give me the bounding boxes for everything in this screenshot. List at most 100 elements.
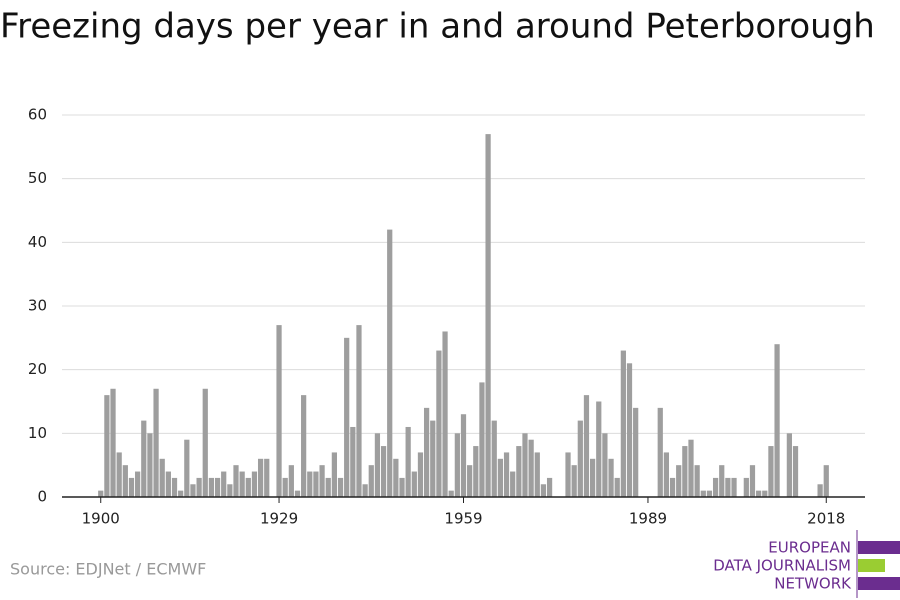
bar (122, 465, 128, 497)
bar (712, 477, 719, 497)
y-tick-label: 60 (28, 106, 47, 124)
bar (762, 490, 768, 497)
bar (688, 439, 694, 497)
bar (590, 458, 596, 497)
bar (663, 452, 670, 497)
bar (756, 490, 762, 497)
x-tick-label: 1929 (260, 510, 298, 528)
y-tick-label: 40 (28, 233, 47, 251)
bar (153, 388, 159, 497)
bar (522, 433, 528, 497)
bar (104, 395, 110, 497)
bar (405, 426, 411, 497)
bar (374, 433, 381, 497)
bar (768, 446, 774, 497)
bar (190, 484, 196, 497)
bar (786, 433, 792, 497)
bar (233, 465, 239, 497)
bar (774, 344, 780, 497)
bar (165, 471, 171, 497)
bar (98, 490, 104, 497)
bar (301, 395, 307, 497)
bar (516, 446, 522, 497)
bar (577, 420, 583, 497)
bar (368, 465, 374, 497)
bar (294, 490, 301, 497)
bar (147, 433, 153, 497)
y-tick-label: 0 (37, 488, 47, 506)
bar (387, 229, 393, 497)
bar (565, 452, 571, 497)
bar (669, 477, 676, 497)
bar (380, 446, 387, 497)
bar (313, 471, 319, 497)
bar (417, 452, 424, 497)
bar (528, 439, 534, 497)
bar (411, 471, 417, 497)
bar (602, 433, 608, 497)
bar (307, 471, 313, 497)
bar (534, 452, 540, 497)
bar (676, 465, 682, 497)
bar (682, 446, 688, 497)
bar (221, 471, 227, 497)
bar (497, 458, 504, 497)
bar (337, 477, 344, 497)
bar (540, 484, 547, 497)
bar (257, 458, 264, 497)
bar (436, 350, 442, 497)
bar (344, 337, 350, 497)
bar (239, 471, 245, 497)
bar (546, 477, 553, 497)
bar (510, 471, 516, 497)
bar (178, 490, 184, 497)
bar (325, 477, 331, 497)
bar (331, 452, 337, 497)
bar (430, 420, 436, 497)
bar (571, 465, 577, 497)
bar (171, 477, 178, 497)
bar (583, 395, 590, 497)
bar (596, 401, 602, 497)
x-tick-label: 1900 (82, 510, 120, 528)
bar (454, 433, 460, 497)
bar (196, 477, 202, 497)
bar (743, 477, 749, 497)
x-tick-label: 1959 (444, 510, 482, 528)
bar (276, 325, 282, 497)
bar (448, 490, 454, 497)
bar (608, 458, 614, 497)
bar (823, 465, 829, 497)
bar (731, 477, 737, 497)
bar (110, 388, 116, 497)
bar (503, 452, 510, 497)
bar (706, 490, 713, 497)
bar (141, 420, 147, 497)
logo-text: NETWORK (774, 575, 852, 593)
bar (473, 446, 479, 497)
bar (399, 477, 405, 497)
source: Source: EDJNet / ECMWF (10, 560, 206, 579)
bar (467, 465, 473, 497)
y-tick-label: 30 (28, 297, 47, 315)
bar (626, 363, 633, 497)
bar (350, 426, 356, 497)
bar (393, 458, 399, 497)
bar (202, 388, 208, 497)
logo-bar (858, 559, 885, 572)
bar (208, 477, 215, 497)
bar (128, 477, 135, 497)
bar (694, 465, 700, 497)
bar (491, 420, 497, 497)
bar (214, 477, 221, 497)
bar (116, 452, 122, 497)
y-tick-label: 10 (28, 424, 47, 442)
bar (479, 382, 485, 497)
logo-text: DATA JOURNALISM (713, 557, 851, 575)
bar (245, 477, 251, 497)
logo-bar (858, 577, 900, 590)
x-tick-label: 1989 (629, 510, 667, 528)
bar (725, 477, 731, 497)
x-tick-label: 2018 (807, 510, 845, 528)
